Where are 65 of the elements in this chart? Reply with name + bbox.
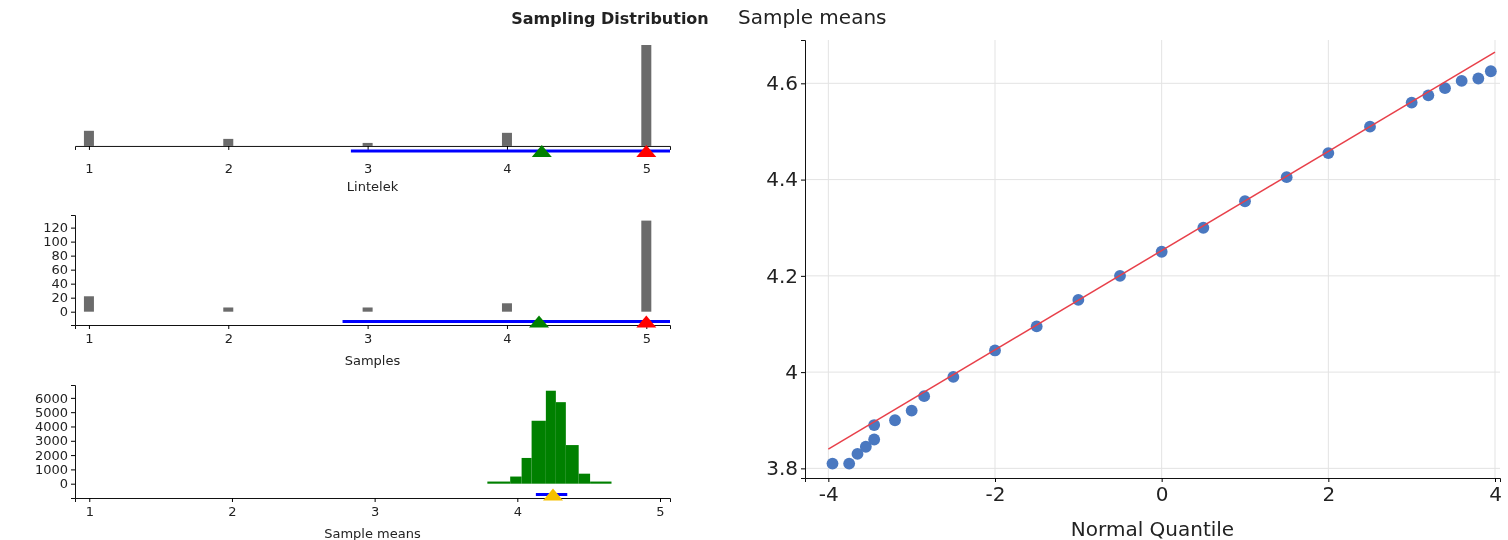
y-tick-label: 4: [785, 360, 798, 385]
y-tick-label: 4.4: [766, 167, 798, 192]
bar: [362, 307, 373, 312]
point: [1472, 72, 1485, 85]
y-tick-label: 2000: [34, 447, 68, 463]
bar: [501, 303, 512, 312]
x-tick-label: 4: [503, 161, 512, 177]
x-tick-label: 5: [656, 504, 665, 520]
x-tick-label: 2: [224, 331, 233, 347]
x-tick-label: 4: [513, 504, 522, 520]
point: [859, 440, 872, 453]
x-tick-label: 3: [371, 504, 380, 520]
point: [851, 448, 864, 460]
x-axis-title: Lintelek: [346, 179, 399, 194]
point: [1439, 82, 1451, 95]
bar: [501, 132, 512, 146]
bar: [362, 142, 373, 146]
x-tick-label: 3: [363, 161, 373, 177]
x-tick-label: 5: [642, 161, 651, 177]
point: [905, 404, 918, 417]
y-tick-label: 6000: [34, 390, 68, 406]
y-tick-label: 1000: [34, 462, 68, 478]
x-tick-label: 5: [642, 331, 651, 347]
x-axis-title: Samples: [344, 353, 401, 368]
y-tick-label: 4000: [34, 419, 68, 435]
chart-title: Sampling Distribution: [511, 9, 709, 28]
point: [826, 457, 839, 470]
x-tick-label: -4: [818, 482, 839, 507]
x-tick-label: 2: [228, 504, 237, 520]
y-tick-label: 100: [43, 234, 68, 250]
bar: [223, 307, 234, 312]
y-tick-label: 4.2: [766, 263, 798, 288]
y-tick-label: 3.8: [766, 456, 798, 481]
y-tick-label: 4.6: [766, 71, 798, 96]
bar: [641, 45, 652, 146]
x-tick-label: 4: [1489, 482, 1502, 507]
x-axis-title: Sample means: [324, 526, 421, 540]
y-tick-label: 3000: [34, 433, 68, 449]
x-tick-label: 1: [85, 504, 94, 520]
x-tick-label: -2: [985, 482, 1006, 507]
x-axis-title: Normal Quantile: [1070, 517, 1235, 540]
x-tick-label: 2: [1322, 482, 1336, 507]
point: [843, 457, 856, 470]
point: [1484, 65, 1497, 78]
x-tick-label: 0: [1155, 482, 1169, 507]
y-tick-label: 80: [51, 248, 68, 264]
y-tick-label: 120: [43, 220, 68, 236]
x-tick-label: 1: [85, 161, 94, 177]
x-tick-label: 2: [224, 161, 233, 177]
y-tick-label: 40: [51, 276, 68, 292]
y-tick-label: 5000: [34, 404, 68, 420]
bar: [223, 138, 234, 146]
point: [889, 414, 901, 427]
bar: [83, 130, 94, 146]
bar: [641, 220, 652, 312]
x-tick-label: 3: [363, 331, 373, 347]
x-tick-label: 4: [503, 331, 512, 347]
y-tick-label: 0: [59, 304, 68, 320]
x-tick-label: 1: [85, 331, 94, 347]
point: [868, 433, 881, 446]
bar: [83, 296, 94, 312]
y-axis-title: Sample means: [738, 5, 887, 29]
y-tick-label: 20: [51, 290, 68, 306]
point: [1455, 74, 1468, 87]
y-tick-label: 60: [51, 262, 68, 278]
